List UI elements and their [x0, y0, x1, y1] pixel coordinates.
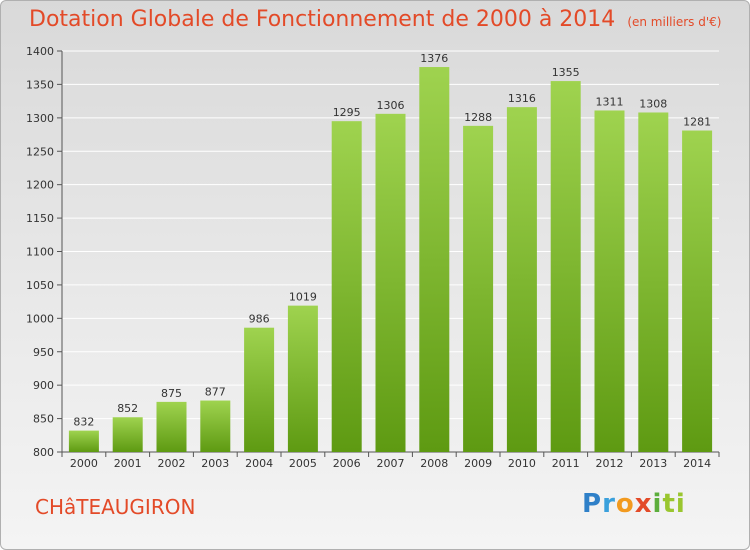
bar — [638, 112, 669, 452]
logo-letter: x — [634, 489, 653, 519]
logo-letter: t — [662, 489, 676, 519]
y-tick-label: 1200 — [26, 179, 54, 192]
y-tick-label: 1000 — [26, 312, 54, 325]
bar — [682, 130, 713, 452]
y-tick-label: 900 — [33, 379, 54, 392]
bar-value-label: 1306 — [377, 99, 405, 112]
y-tick-label: 1350 — [26, 78, 54, 91]
bar-value-label: 1316 — [508, 92, 536, 105]
bar — [331, 121, 362, 453]
bar-value-label: 852 — [117, 402, 138, 415]
bar — [68, 430, 99, 452]
bar — [287, 305, 318, 452]
data-labels: 832 852 875 877 986 1019 1295 1306 1376 1288 1316 1… — [73, 52, 711, 429]
x-tick-label: 2009 — [464, 457, 492, 470]
axes: 800 850 900 950 1000 1050 1100 1150 1200 1250 1300… — [26, 45, 720, 470]
x-tick-label: 2004 — [245, 457, 273, 470]
x-tick-label: 2001 — [114, 457, 142, 470]
chart-title-text: Dotation Globale de Fonctionnement de 20… — [29, 7, 616, 32]
y-tick-label: 1100 — [26, 246, 54, 259]
bars — [68, 67, 713, 453]
bar — [244, 327, 275, 452]
bar — [200, 400, 231, 452]
bar-value-label: 1281 — [683, 116, 711, 129]
bar-value-label: 875 — [161, 387, 182, 400]
bar — [550, 81, 581, 452]
x-tick-label: 2012 — [596, 457, 624, 470]
bar — [463, 125, 494, 452]
logo-letter: i — [675, 489, 686, 519]
y-tick-label: 1300 — [26, 112, 54, 125]
bar-value-label: 877 — [205, 386, 226, 399]
bar — [375, 113, 406, 452]
bar-value-label: 1355 — [552, 66, 580, 79]
x-tick-label: 2011 — [552, 457, 580, 470]
bar-value-label: 1288 — [464, 111, 492, 124]
chart-title: Dotation Globale de Fonctionnement de 20… — [29, 7, 721, 32]
bar — [112, 417, 143, 452]
logo-letter: P — [582, 489, 603, 519]
bar-value-label: 1311 — [596, 95, 624, 108]
y-tick-label: 1250 — [26, 145, 54, 158]
y-tick-label: 1150 — [26, 212, 54, 225]
x-tick-label: 2010 — [508, 457, 536, 470]
commune-name: CHâTEAUGIRON — [35, 495, 196, 519]
x-tick-label: 2002 — [158, 457, 186, 470]
bar-value-label: 1376 — [420, 52, 448, 65]
y-tick-label: 950 — [33, 346, 54, 359]
chart-unit: (en milliers d'€) — [627, 15, 722, 29]
bar-value-label: 986 — [249, 313, 270, 326]
x-tick-label: 2000 — [70, 457, 98, 470]
logo-letter: r — [602, 489, 616, 519]
y-tick-label: 1050 — [26, 279, 54, 292]
bar — [594, 110, 625, 453]
bar — [156, 401, 187, 452]
x-tick-label: 2008 — [420, 457, 448, 470]
x-tick-label: 2003 — [201, 457, 229, 470]
x-tick-label: 2014 — [683, 457, 711, 470]
x-tick-label: 2007 — [377, 457, 405, 470]
bar — [506, 107, 537, 452]
x-tick-label: 2013 — [639, 457, 667, 470]
logo-letter: o — [615, 489, 635, 519]
bar-value-label: 1295 — [333, 106, 361, 119]
x-tick-label: 2006 — [333, 457, 361, 470]
bar-value-label: 1019 — [289, 291, 317, 304]
x-tick-label: 2005 — [289, 457, 317, 470]
proxiti-logo: Proxiti — [582, 489, 686, 519]
bar — [419, 67, 450, 452]
y-tick-label: 850 — [33, 413, 54, 426]
y-tick-label: 1400 — [26, 45, 54, 58]
y-tick-label: 800 — [33, 446, 54, 459]
bar-value-label: 1308 — [639, 97, 667, 110]
logo-letter: i — [652, 489, 663, 519]
bar-value-label: 832 — [73, 416, 94, 429]
